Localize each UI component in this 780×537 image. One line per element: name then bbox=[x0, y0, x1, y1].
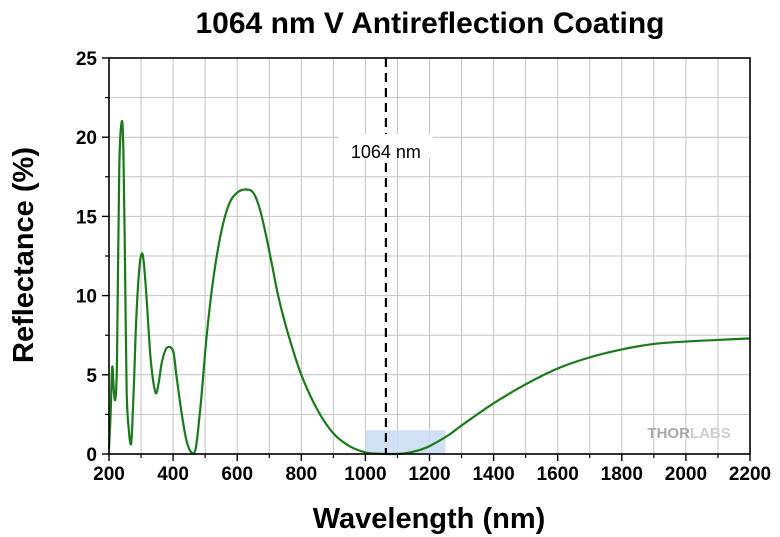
y-tick-label: 10 bbox=[76, 287, 97, 308]
watermark-light: LABS bbox=[690, 425, 731, 442]
x-tick-label: 1400 bbox=[472, 464, 514, 485]
reflectance-line bbox=[107, 119, 751, 456]
x-tick-label: 1800 bbox=[601, 464, 643, 485]
x-tick-label: 200 bbox=[93, 464, 125, 485]
x-tick-label: 800 bbox=[285, 464, 317, 485]
x-tick-label: 400 bbox=[157, 464, 189, 485]
x-tick-label: 600 bbox=[221, 464, 253, 485]
y-axis-label: Reflectance (%) bbox=[8, 147, 40, 363]
x-tick-label: 2200 bbox=[729, 464, 771, 485]
y-tick-label: 15 bbox=[76, 207, 98, 228]
y-tick-label: 0 bbox=[86, 445, 97, 466]
x-tick-label: 1200 bbox=[408, 464, 450, 485]
annotation-label-bg bbox=[338, 134, 433, 159]
chart-title: 1064 nm V Antireflection Coating bbox=[196, 7, 665, 40]
x-tick-label: 2000 bbox=[665, 464, 707, 485]
y-tick-label: 20 bbox=[76, 128, 97, 149]
x-axis-label: Wavelength (nm) bbox=[313, 503, 546, 535]
shaded-band bbox=[365, 430, 446, 454]
x-tick-label: 1000 bbox=[344, 464, 386, 485]
watermark-logo: THORLABS bbox=[647, 425, 730, 442]
watermark-dark: THOR bbox=[647, 425, 690, 442]
y-tick-label: 5 bbox=[86, 366, 97, 387]
x-tick-label: 1600 bbox=[537, 464, 579, 485]
annotation-label: 1064 nm bbox=[351, 142, 421, 162]
y-tick-label: 25 bbox=[76, 49, 98, 70]
